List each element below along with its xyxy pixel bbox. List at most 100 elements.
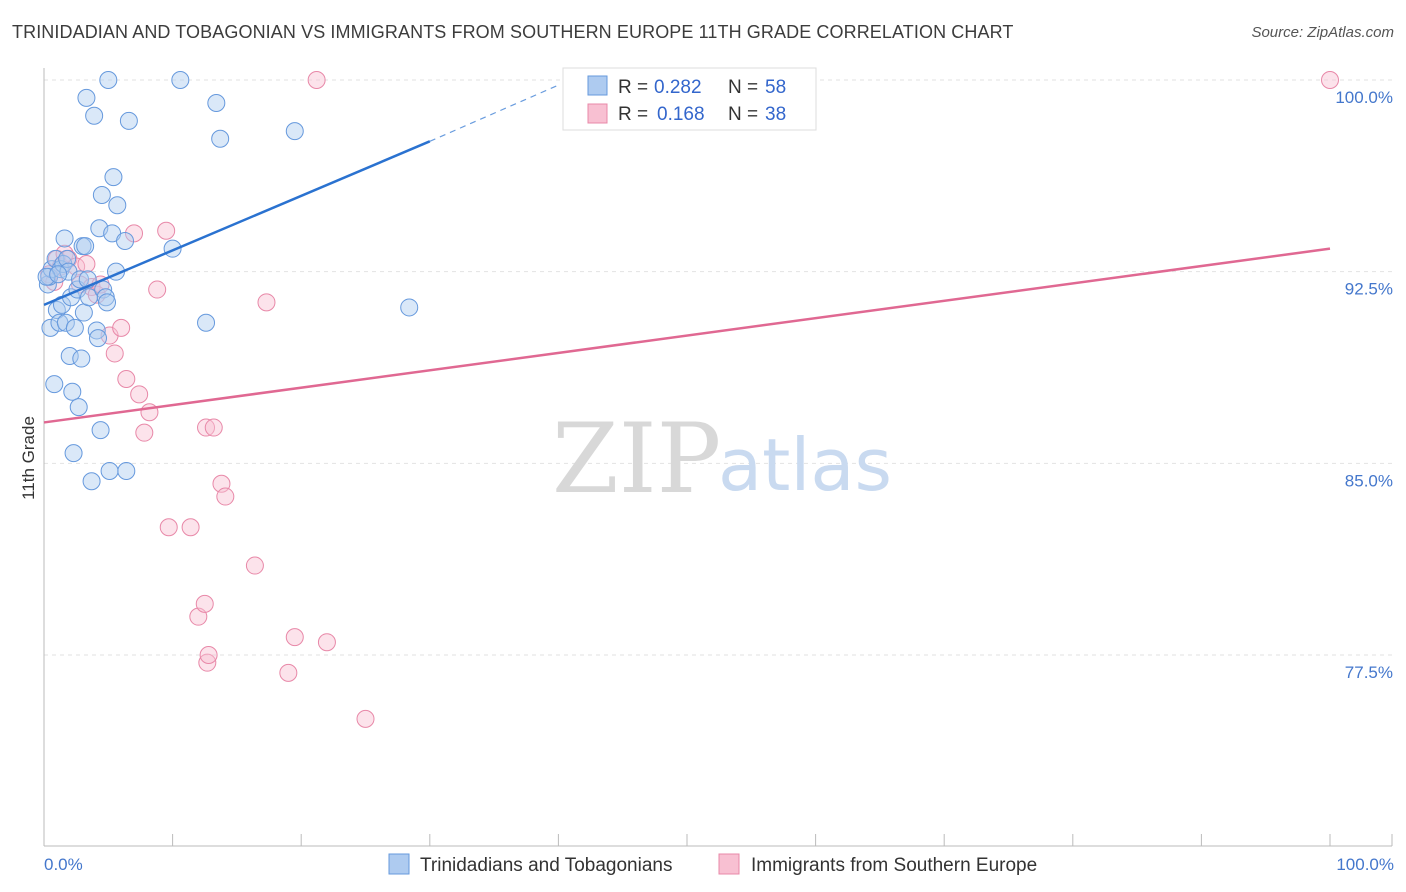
point-southern-europe xyxy=(181,518,200,537)
y-tick-label: 100.0% xyxy=(1335,88,1393,107)
point-southern-europe xyxy=(199,646,218,664)
x-tick-label-min: 0.0% xyxy=(44,855,83,874)
gridlines xyxy=(44,79,1392,656)
y-tick-labels: 77.5% 85.0% 92.5% 100.0% xyxy=(1335,88,1393,682)
point-trinidadians xyxy=(69,398,88,417)
point-trinidadians xyxy=(108,196,127,215)
point-trinidadians xyxy=(49,265,68,284)
point-trinidadians xyxy=(211,129,230,148)
trend-lines xyxy=(43,84,1331,424)
point-trinidadians xyxy=(74,303,93,322)
series-immigrants-southern-europe-points xyxy=(40,71,1339,728)
point-southern-europe xyxy=(198,653,217,672)
point-trinidadians xyxy=(37,267,56,286)
trend-line-trinidadians-extension xyxy=(429,84,559,142)
point-trinidadians xyxy=(98,293,117,312)
series-trinidadians-points xyxy=(37,71,419,491)
point-southern-europe xyxy=(148,280,167,299)
point-southern-europe xyxy=(117,370,136,388)
legend-swatch-series1 xyxy=(587,75,608,96)
legend-r-label-1: R = xyxy=(618,77,648,98)
bottom-legend-swatch-series2 xyxy=(718,853,740,875)
point-trinidadians xyxy=(100,462,119,480)
point-trinidadians xyxy=(71,270,90,289)
point-trinidadians xyxy=(400,298,419,317)
point-southern-europe xyxy=(279,663,298,682)
stats-legend: R = 0.282 N = 58 R = 0.168 N = 38 xyxy=(562,67,817,131)
legend-n-value-2: 38 xyxy=(765,104,786,125)
point-southern-europe xyxy=(257,293,276,312)
legend-n-label-2: N = xyxy=(728,104,758,125)
point-trinidadians xyxy=(60,347,79,365)
y-tick-label: 85.0% xyxy=(1345,471,1393,490)
bottom-legend-label-series2: Immigrants from Southern Europe xyxy=(751,855,1037,876)
point-trinidadians xyxy=(89,329,108,348)
x-axis-ticks xyxy=(43,834,1393,846)
legend-n-value-1: 58 xyxy=(765,77,786,98)
watermark: ZIP atlas xyxy=(552,403,892,515)
point-trinidadians xyxy=(171,71,190,89)
point-trinidadians xyxy=(285,122,304,141)
point-trinidadians xyxy=(63,382,82,401)
point-southern-europe xyxy=(356,709,375,728)
point-southern-europe xyxy=(195,594,214,613)
point-southern-europe xyxy=(112,318,131,337)
watermark-zip: ZIP xyxy=(552,403,721,515)
point-trinidadians xyxy=(104,168,123,187)
point-southern-europe xyxy=(135,423,154,442)
point-southern-europe xyxy=(125,224,144,243)
legend-r-value-2: 0.168 xyxy=(657,104,705,125)
point-southern-europe xyxy=(157,221,176,240)
chart-source: Source: ZipAtlas.com xyxy=(1251,24,1394,41)
point-trinidadians xyxy=(77,88,96,107)
point-trinidadians xyxy=(116,232,135,250)
point-trinidadians xyxy=(91,421,110,440)
point-trinidadians xyxy=(55,229,74,248)
bottom-legend-swatch-series1 xyxy=(388,853,410,875)
point-trinidadians xyxy=(87,321,106,340)
point-southern-europe xyxy=(285,628,304,647)
point-trinidadians xyxy=(119,111,138,130)
legend-r-value-1: 0.282 xyxy=(654,77,702,98)
legend-n-label-1: N = xyxy=(728,77,758,98)
x-tick-label-max: 100.0% xyxy=(1336,855,1394,874)
point-southern-europe xyxy=(130,385,149,404)
trend-line-trinidadians xyxy=(43,140,431,307)
point-southern-europe xyxy=(245,556,264,575)
point-trinidadians xyxy=(92,186,111,204)
point-trinidadians xyxy=(197,313,216,332)
watermark-atlas: atlas xyxy=(718,423,892,507)
point-trinidadians xyxy=(76,237,95,256)
point-trinidadians xyxy=(99,71,118,89)
point-southern-europe xyxy=(197,418,216,437)
trend-line-southern-europe xyxy=(43,247,1331,424)
point-trinidadians xyxy=(85,106,104,125)
point-southern-europe xyxy=(1321,71,1339,89)
point-trinidadians xyxy=(64,444,83,463)
bottom-legend-label-series1: Trinidadians and Tobagonians xyxy=(420,855,672,876)
point-southern-europe xyxy=(204,418,223,437)
legend-r-label-2: R = xyxy=(618,104,648,125)
point-trinidadians xyxy=(117,462,136,480)
point-southern-europe xyxy=(307,71,326,89)
legend-swatch-series2 xyxy=(587,103,608,124)
point-trinidadians xyxy=(45,375,64,394)
point-trinidadians xyxy=(56,313,75,332)
point-trinidadians xyxy=(65,318,84,337)
y-tick-label: 77.5% xyxy=(1345,663,1393,682)
y-axis-title: 11th Grade xyxy=(19,416,38,500)
point-trinidadians xyxy=(82,472,101,491)
chart-title: TRINIDADIAN AND TOBAGONIAN VS IMMIGRANTS… xyxy=(12,22,1014,42)
point-southern-europe xyxy=(77,255,96,273)
point-southern-europe xyxy=(216,487,235,506)
series-legend: Trinidadians and Tobagonians Immigrants … xyxy=(388,853,1037,876)
point-trinidadians xyxy=(72,349,91,368)
point-trinidadians xyxy=(58,249,77,268)
point-trinidadians xyxy=(207,94,226,112)
point-southern-europe xyxy=(105,344,124,363)
y-tick-label: 92.5% xyxy=(1345,280,1393,299)
point-southern-europe xyxy=(159,518,178,537)
point-southern-europe xyxy=(317,633,336,652)
